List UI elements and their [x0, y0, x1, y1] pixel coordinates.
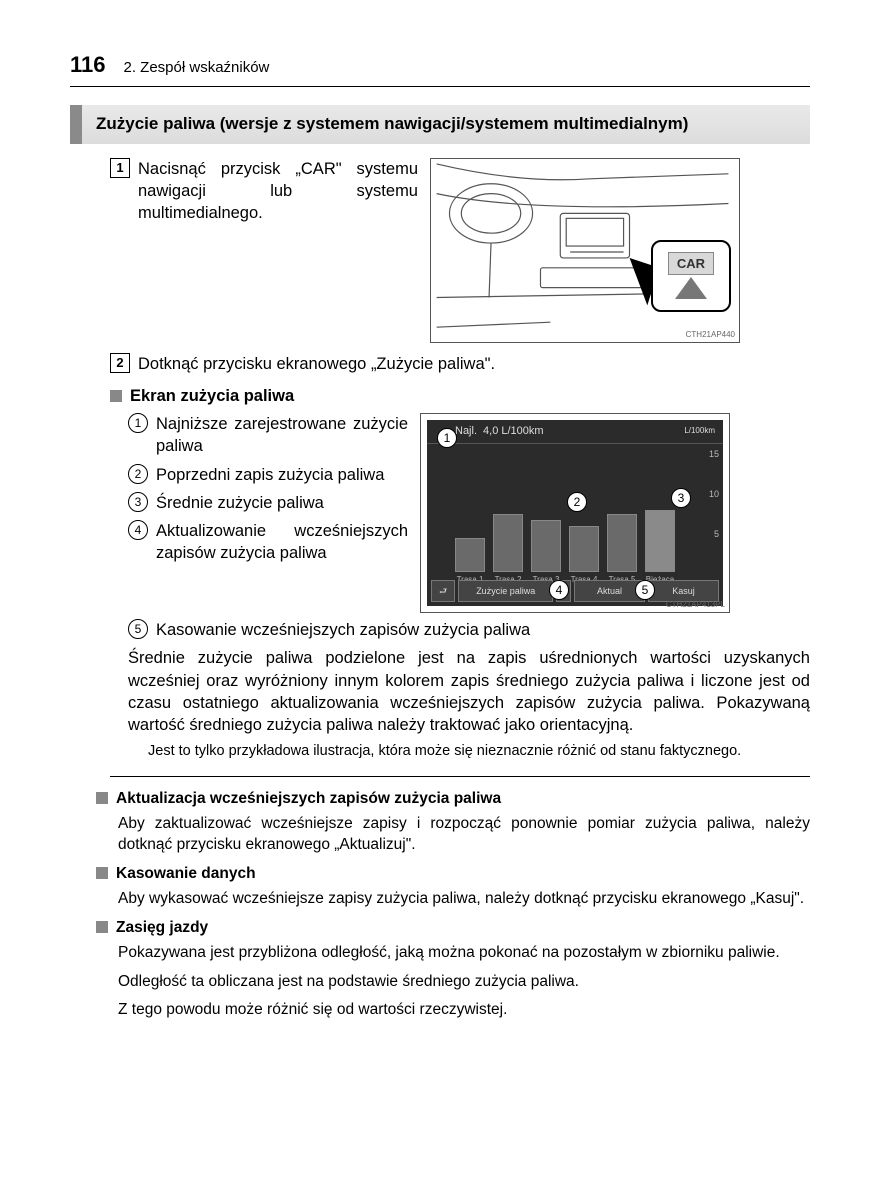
circle-number: 5: [128, 619, 148, 639]
list-item-text: Kasowanie wcześniejszych zapisów zużycia…: [156, 619, 810, 641]
car-button-label: CAR: [668, 252, 714, 276]
chart-bar: [569, 526, 599, 572]
list-item-text: Najniższe zarejestrowane zużycie paliwa: [156, 413, 408, 458]
figure-code: CTH21AP413PL: [666, 600, 725, 611]
step-1-text: Nacisnąć przycisk „CAR" systemu nawigacj…: [138, 158, 418, 225]
up-arrow-icon: [675, 277, 707, 299]
chapter-title: 2. Zespół wskaźników: [124, 58, 270, 78]
subsection-body: Odległość ta obliczana jest na podstawie…: [118, 972, 810, 993]
list-item: 5 Kasowanie wcześniejszych zapisów zużyci…: [128, 619, 810, 641]
back-button: ⮐: [431, 580, 455, 602]
screen-paragraph: Średnie zużycie paliwa podzielone jest n…: [128, 647, 810, 736]
step-number-box: 2: [110, 353, 130, 373]
chart-bar: [607, 514, 637, 572]
list-item: 4 Aktualizowanie wcześniejszych zapisów z…: [128, 520, 408, 565]
car-button-callout: CAR: [651, 240, 731, 312]
page-header: 116 2. Zespół wskaźników: [70, 50, 810, 87]
subsection-body: Z tego powodu może różnić się od wartośc…: [118, 1000, 810, 1021]
list-item: 1 Najniższe zarejestrowane zużycie paliwa: [128, 413, 408, 458]
step-1: 1 Nacisnąć przycisk „CAR" systemu nawiga…: [110, 158, 810, 343]
chart-bar: [531, 520, 561, 572]
screen-item-list: 1 Najniższe zarejestrowane zużycie paliwa…: [128, 413, 408, 571]
screen-list-row: 1 Najniższe zarejestrowane zużycie paliwa…: [128, 413, 810, 613]
chart-bar: [645, 510, 675, 572]
list-item: 2 Poprzedni zapis zużycia paliwa: [128, 464, 408, 486]
chart-bar: [493, 514, 523, 572]
subsection-body: Aby zaktualizować wcześniejsze zapisy i …: [118, 814, 810, 856]
square-bullet-icon: [96, 867, 108, 879]
square-bullet-icon: [96, 921, 108, 933]
separator: [110, 776, 810, 777]
list-item-text: Średnie zużycie paliwa: [156, 492, 408, 514]
screen-subheading: Ekran zużycia paliwa: [110, 385, 810, 407]
circle-number: 1: [128, 413, 148, 433]
subsection-heading: Kasowanie danych: [96, 864, 810, 885]
square-bullet-icon: [110, 390, 122, 402]
circle-number: 2: [128, 464, 148, 484]
screen-note: Jest to tylko przykładowa ilustracja, kt…: [148, 742, 800, 762]
list-item: 3 Średnie zużycie paliwa: [128, 492, 408, 514]
list-item-text: Poprzedni zapis zużycia paliwa: [156, 464, 408, 486]
step-2-text: Dotknąć przycisku ekranowego „Zużycie pa…: [138, 353, 810, 375]
marker-1: 1: [437, 428, 457, 448]
chart-bar: [455, 538, 485, 572]
clear-button: Kasuj: [648, 580, 719, 602]
page-number: 116: [70, 50, 106, 80]
figure-screen: Najl. 4,0 L/100km L/100km 15 10 5 Trasa …: [420, 413, 730, 613]
section-title: Zużycie paliwa (wersje z systemem nawiga…: [70, 105, 810, 144]
subsection-body: Aby wykasować wcześniejsze zapisy zużyci…: [118, 889, 810, 910]
square-bullet-icon: [96, 792, 108, 804]
subsection-heading: Aktualizacja wcześniejszych zapisów zuży…: [96, 789, 810, 810]
screen-top-bar: Najl. 4,0 L/100km L/100km: [427, 420, 723, 444]
circle-number: 3: [128, 492, 148, 512]
screen-bottom-bar: ⮐ Zużycie paliwa ▸ Aktual Kasuj: [431, 580, 719, 602]
fuel-button: Zużycie paliwa: [458, 580, 553, 602]
list-item-text: Aktualizowanie wcześniejszych zapisów zu…: [156, 520, 408, 565]
step-2: 2 Dotknąć przycisku ekranowego „Zużycie …: [110, 353, 810, 375]
figure-dashboard: CAR CTH21AP440: [430, 158, 740, 343]
step-number-box: 1: [110, 158, 130, 178]
figure-code: CTH21AP440: [686, 330, 735, 341]
subsection-heading: Zasięg jazdy: [96, 918, 810, 939]
circle-number: 4: [128, 520, 148, 540]
nav-screen: Najl. 4,0 L/100km L/100km 15 10 5 Trasa …: [427, 420, 723, 606]
subsection-body: Pokazywana jest przybliżona odległość, j…: [118, 943, 810, 964]
